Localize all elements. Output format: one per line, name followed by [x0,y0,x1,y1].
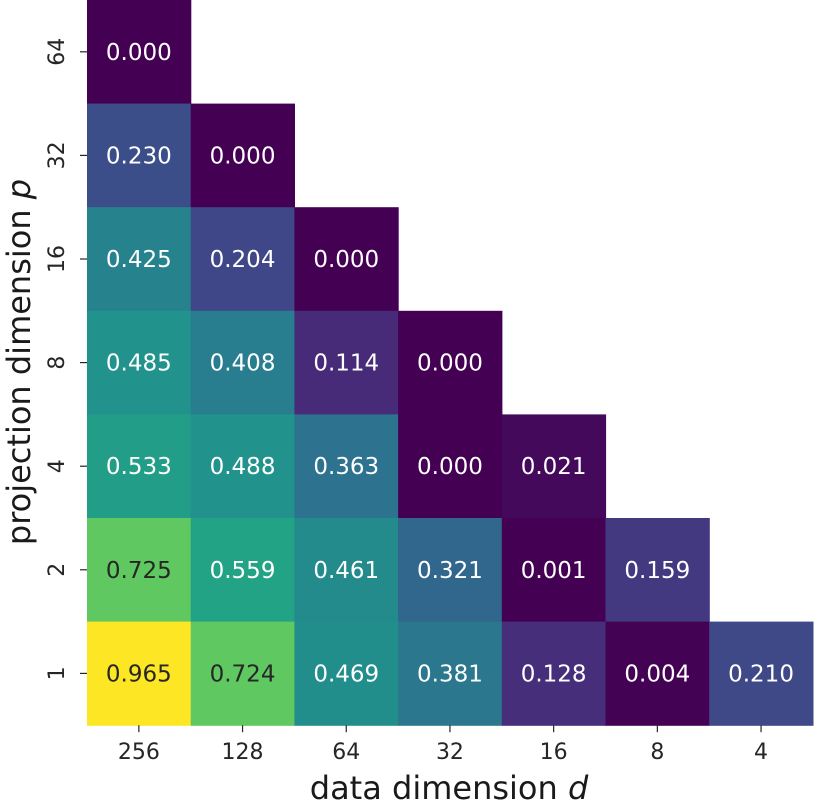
y-tick-label: 1 [45,666,70,680]
cell-value-label: 0.204 [210,247,276,273]
cell-value-label: 0.000 [417,454,483,480]
y-tick-label: 64 [45,38,70,66]
y-tick-label: 4 [45,459,70,473]
heatmap-cell [190,621,295,726]
cell-value-label: 0.559 [210,558,276,584]
cell-value-label: 0.485 [106,351,172,377]
cell-value-label: 0.469 [313,661,379,687]
y-axis-title: projection dimension p [0,179,38,545]
cell-value-label: 0.114 [313,351,379,377]
heatmap-cell [294,518,399,623]
x-tick-label: 128 [222,740,264,765]
heatmap-cell [87,207,192,312]
x-axis: 256 128 64 32 16 8 4 [118,725,768,765]
cell-value-label: 0.724 [210,661,276,687]
cell-value-label: 0.363 [313,454,379,480]
cell-value-label: 0.001 [521,558,587,584]
cell-value-label: 0.408 [210,351,276,377]
heatmap-cell [190,518,295,623]
y-tick-label: 16 [45,245,70,273]
x-tick-label: 32 [436,740,464,765]
heatmap-cells [87,0,814,726]
cell-value-label: 0.533 [106,454,172,480]
cell-value-label: 0.000 [313,247,379,273]
cell-value-label: 0.000 [210,143,276,169]
heatmap-cell [398,518,503,623]
heatmap-cell [87,414,192,519]
heatmap-cell [294,621,399,726]
cell-value-label: 0.488 [210,454,276,480]
heatmap-cell [605,518,710,623]
heatmap-cell [709,621,814,726]
y-axis: 64 32 16 8 4 2 1 [45,38,87,680]
heatmap-cell [501,518,607,623]
heatmap-cell [87,103,192,208]
cell-value-label: 0.159 [624,558,690,584]
heatmap-cell [190,310,295,415]
heatmap-cell [294,414,399,519]
cell-value-label: 0.000 [417,351,483,377]
x-tick-label: 16 [540,740,568,765]
heatmap-cell [87,0,192,105]
heatmap-cell [87,310,192,415]
cell-value-label: 0.321 [417,558,483,584]
heatmap-cell [398,414,503,519]
heatmap-cell [398,310,503,415]
heatmap-cell [501,621,607,726]
cell-value-label: 0.425 [106,247,172,273]
y-tick-label: 8 [45,356,70,370]
cell-value-label: 0.000 [106,40,172,66]
cell-value-label: 0.128 [521,661,587,687]
heatmap-cell [294,207,399,312]
x-tick-label: 256 [118,740,160,765]
cell-value-label: 0.021 [521,454,587,480]
x-tick-label: 64 [332,740,360,765]
heatmap-cell [87,518,192,623]
y-tick-label: 2 [45,563,70,577]
heatmap-cell [190,103,295,208]
cell-value-label: 0.004 [624,661,690,687]
heatmap-cell [190,207,295,312]
cell-value-label: 0.230 [106,143,172,169]
x-tick-label: 4 [754,740,768,765]
y-tick-label: 32 [45,141,70,169]
cell-value-labels: 0.000 0.230 0.000 0.425 0.204 0.000 0.485 0.408… [106,40,794,688]
cell-value-label: 0.965 [106,661,172,687]
x-axis-title: data dimension d [310,769,589,804]
cell-value-label: 0.461 [313,558,379,584]
heatmap-cell [87,621,192,726]
heatmap-cell [294,310,399,415]
x-tick-label: 8 [650,740,664,765]
cell-value-label: 0.210 [728,661,794,687]
cell-value-label: 0.725 [106,558,172,584]
heatmap-cell [398,621,503,726]
heatmap-cell [501,414,607,519]
cell-value-label: 0.381 [417,661,483,687]
heatmap-cell [605,621,710,726]
heatmap-cell [190,414,295,519]
